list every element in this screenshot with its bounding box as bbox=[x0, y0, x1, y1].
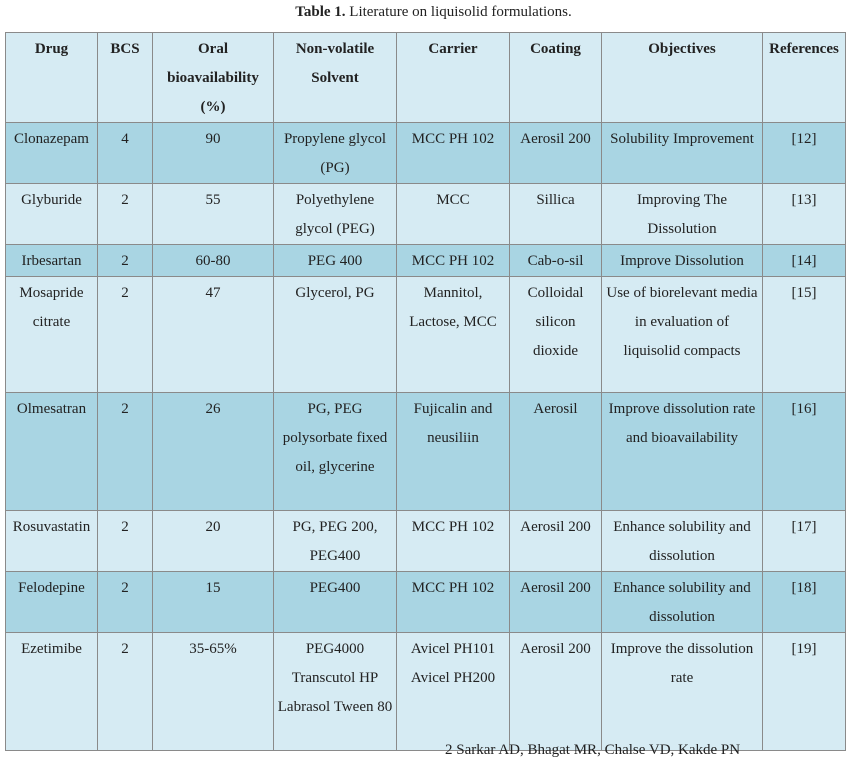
table-row: Irbesartan 2 60-80 PEG 400 MCC PH 102 Cab-o-s… bbox=[5, 244, 846, 277]
table-cell: 35-65% bbox=[152, 632, 274, 751]
table-cell: Improving The Dissolution bbox=[601, 183, 763, 245]
table-cell: [13] bbox=[762, 183, 846, 245]
header-cell: Non-volatile Solvent bbox=[273, 32, 397, 123]
table-cell: Irbesartan bbox=[5, 244, 98, 277]
table-cell: Aerosil 200 bbox=[509, 122, 602, 184]
table-row: Mosapride citrate 2 47 Glycerol, PG Mannitol… bbox=[5, 276, 846, 393]
table-cell: Use of biorelevant media in evaluation o… bbox=[601, 276, 763, 393]
header-cell: References bbox=[762, 32, 846, 123]
caption-text: Literature on liquisolid formulations. bbox=[349, 4, 572, 20]
table-cell: PG, PEG 200, PEG400 bbox=[273, 510, 397, 572]
table-cell: 2 bbox=[97, 510, 153, 572]
table-row: Ezetimibe 2 35-65% PEG4000 Transcutol HP La… bbox=[5, 632, 846, 751]
table-cell: 2 bbox=[97, 183, 153, 245]
table-cell: 26 bbox=[152, 392, 274, 511]
table-cell: Aerosil 200 bbox=[509, 632, 602, 751]
table-cell: Enhance solubility and dissolution bbox=[601, 571, 763, 633]
table-cell: 90 bbox=[152, 122, 274, 184]
table-cell: 2 bbox=[97, 632, 153, 751]
table-cell: Improve Dissolution bbox=[601, 244, 763, 277]
header-row: Drug BCS Oral bioavailability (%) Non-volat… bbox=[5, 32, 846, 123]
header-cell: Drug bbox=[5, 32, 98, 123]
table-row: Clonazepam 4 90 Propylene glycol (PG) MCC PH… bbox=[5, 122, 846, 184]
table-row: Glyburide 2 55 Polyethylene glycol (PEG) MCC… bbox=[5, 183, 846, 245]
table-cell: MCC bbox=[396, 183, 510, 245]
table-row: Olmesatran 2 26 PG, PEG polysorbate fixed o… bbox=[5, 392, 846, 511]
table-cell: Ezetimibe bbox=[5, 632, 98, 751]
table-cell: Rosuvastatin bbox=[5, 510, 98, 572]
table-cell: [18] bbox=[762, 571, 846, 633]
table-cell: [14] bbox=[762, 244, 846, 277]
table-cell: Sillica bbox=[509, 183, 602, 245]
caption-label: Table 1. bbox=[295, 4, 346, 20]
header-cell: BCS bbox=[97, 32, 153, 123]
table-cell: PEG4000 Transcutol HP Labrasol Tween 80 bbox=[273, 632, 397, 751]
table-cell: MCC PH 102 bbox=[396, 244, 510, 277]
table-cell: Clonazepam bbox=[5, 122, 98, 184]
table-cell: 20 bbox=[152, 510, 274, 572]
table-cell: Aerosil 200 bbox=[509, 510, 602, 572]
header-cell: Coating bbox=[509, 32, 602, 123]
table-cell: 15 bbox=[152, 571, 274, 633]
table-cell: MCC PH 102 bbox=[396, 571, 510, 633]
table-cell: MCC PH 102 bbox=[396, 510, 510, 572]
table-cell: Improve dissolution rate and bioavailabi… bbox=[601, 392, 763, 511]
table-cell: 4 bbox=[97, 122, 153, 184]
table-row: Felodepine 2 15 PEG400 MCC PH 102 Aerosil 200… bbox=[5, 571, 846, 633]
table-cell: [17] bbox=[762, 510, 846, 572]
table-cell: 47 bbox=[152, 276, 274, 393]
table-cell: Cab-o-sil bbox=[509, 244, 602, 277]
table-cell: Olmesatran bbox=[5, 392, 98, 511]
table-caption: Table 1. Literature on liquisolid formul… bbox=[0, 4, 857, 21]
table-cell: 2 bbox=[97, 276, 153, 393]
table-cell: 60-80 bbox=[152, 244, 274, 277]
header-cell: Oral bioavailability (%) bbox=[152, 32, 274, 123]
table-cell: 2 bbox=[97, 571, 153, 633]
table-cell: Glycerol, PG bbox=[273, 276, 397, 393]
table-cell: PG, PEG polysorbate fixed oil, glycerine bbox=[273, 392, 397, 511]
table-cell: 2 bbox=[97, 244, 153, 277]
footer-text: 2 Sarkar AD, Bhagat MR, Chalse VD, Kakde… bbox=[445, 742, 741, 758]
table-cell: Avicel PH101 Avicel PH200 bbox=[396, 632, 510, 751]
table-cell: Glyburide bbox=[5, 183, 98, 245]
table-cell: Mosapride citrate bbox=[5, 276, 98, 393]
table-cell: MCC PH 102 bbox=[396, 122, 510, 184]
table-cell: Enhance solubility and dissolution bbox=[601, 510, 763, 572]
table-cell: Mannitol, Lactose, MCC bbox=[396, 276, 510, 393]
table-cell: Aerosil bbox=[509, 392, 602, 511]
table-cell: Improve the dissolution rate bbox=[601, 632, 763, 751]
table-row: Rosuvastatin 2 20 PG, PEG 200, PEG400 MCC PH… bbox=[5, 510, 846, 572]
table-cell: [16] bbox=[762, 392, 846, 511]
table: Drug BCS Oral bioavailability (%) Non-volat… bbox=[5, 32, 846, 751]
table-cell: Solubility Improvement bbox=[601, 122, 763, 184]
table-cell: Fujicalin and neusiliin bbox=[396, 392, 510, 511]
header-cell: Carrier bbox=[396, 32, 510, 123]
table-cell: [19] bbox=[762, 632, 846, 751]
header-cell: Objectives bbox=[601, 32, 763, 123]
table-cell: Colloidal silicon dioxide bbox=[509, 276, 602, 393]
table-cell: [15] bbox=[762, 276, 846, 393]
table-cell: 55 bbox=[152, 183, 274, 245]
table-cell: PEG 400 bbox=[273, 244, 397, 277]
table-cell: PEG400 bbox=[273, 571, 397, 633]
table-cell: [12] bbox=[762, 122, 846, 184]
table-cell: Propylene glycol (PG) bbox=[273, 122, 397, 184]
table-cell: Aerosil 200 bbox=[509, 571, 602, 633]
table-cell: Polyethylene glycol (PEG) bbox=[273, 183, 397, 245]
table-cell: Felodepine bbox=[5, 571, 98, 633]
table-cell: 2 bbox=[97, 392, 153, 511]
